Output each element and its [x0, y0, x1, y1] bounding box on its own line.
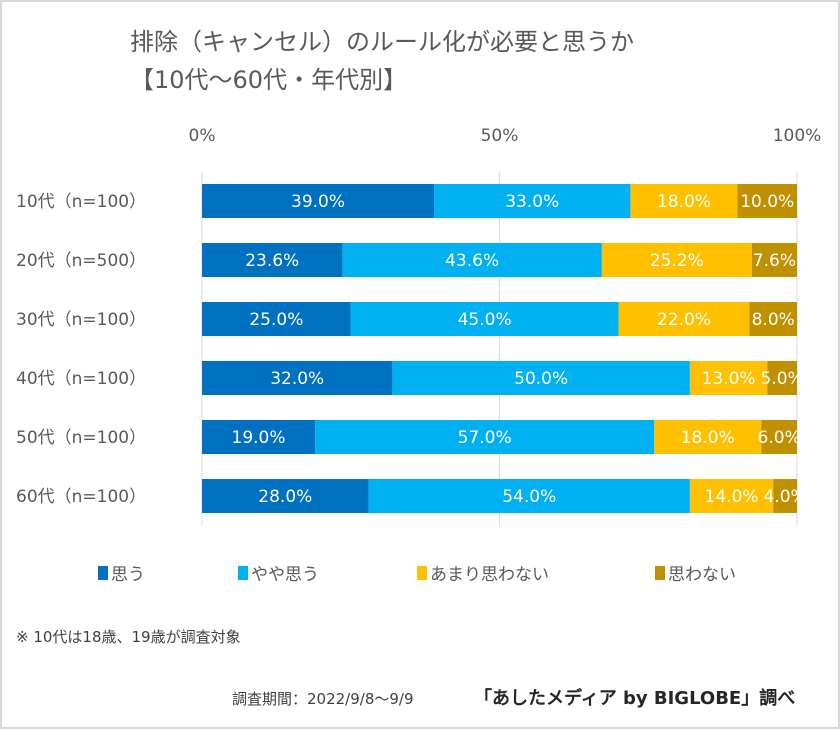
bar-segment: [767, 361, 797, 395]
data-label: 8.0%: [752, 310, 795, 330]
data-label: 19.0%: [232, 428, 286, 448]
legend-label: あまり思わない: [430, 565, 549, 585]
bar-segment: [202, 479, 369, 513]
legend-item: 思わない: [655, 560, 736, 585]
bar-segment: [202, 184, 435, 218]
data-label: 28.0%: [258, 487, 312, 507]
bar-segment: [202, 243, 343, 277]
x-tick-label: 0%: [189, 126, 216, 146]
x-tick-label: 100%: [773, 126, 822, 146]
bar-segment: [689, 361, 768, 395]
legend-item: 思う: [98, 560, 145, 585]
bar-segment: [350, 302, 619, 336]
legend-label: やや思う: [251, 565, 319, 585]
data-label: 33.0%: [505, 192, 559, 212]
legend-swatch: [238, 565, 248, 580]
legend: 思う やや思う あまり思わない 思わない: [0, 560, 840, 585]
data-label: 14.0%: [705, 487, 759, 507]
bar-segment: [202, 420, 316, 454]
data-label: 7.6%: [753, 251, 796, 271]
data-label: 5.0%: [761, 369, 804, 389]
data-label: 4.0%: [763, 487, 806, 507]
data-label: 6.0%: [758, 428, 801, 448]
legend-swatch: [417, 565, 427, 580]
bar-segment: [630, 184, 738, 218]
bar-segment: [434, 184, 631, 218]
bar-segment: [751, 243, 797, 277]
category-label: 50代（n=100）: [16, 428, 146, 448]
bar-segment: [368, 479, 690, 513]
bar-segment: [342, 243, 602, 277]
data-label: 25.2%: [650, 251, 704, 271]
data-label: 50.0%: [514, 369, 568, 389]
chart-title: 排除（キャンセル）のルール化が必要と思うか: [130, 28, 634, 56]
bar-segment: [689, 479, 774, 513]
bar-segment: [392, 361, 690, 395]
data-label: 32.0%: [270, 369, 324, 389]
data-label: 23.6%: [245, 251, 299, 271]
bar-segment: [761, 420, 797, 454]
bar-segment: [773, 479, 797, 513]
data-label: 39.0%: [291, 192, 345, 212]
legend-item: やや思う: [238, 560, 319, 585]
source-credit: 「あしたメディア by BIGLOBE」調べ: [474, 688, 796, 709]
bar-segment: [749, 302, 797, 336]
category-label: 10代（n=100）: [16, 192, 146, 212]
bar-segment: [202, 361, 393, 395]
bar-segment: [601, 243, 752, 277]
x-tick-label: 50%: [481, 126, 519, 146]
legend-swatch: [98, 565, 108, 580]
bar-segment: [202, 302, 351, 336]
category-label: 40代（n=100）: [16, 369, 146, 389]
bar-segment: [315, 420, 655, 454]
chart-subtitle: 【10代～60代・年代別】: [130, 66, 408, 94]
data-label: 22.0%: [657, 310, 711, 330]
data-label: 54.0%: [502, 487, 556, 507]
legend-swatch: [655, 565, 665, 580]
legend-item: あまり思わない: [417, 560, 549, 585]
legend-label: 思う: [111, 565, 145, 585]
data-label: 45.0%: [458, 310, 512, 330]
bar-segment: [737, 184, 797, 218]
data-label: 18.0%: [681, 428, 735, 448]
data-label: 10.0%: [740, 192, 794, 212]
survey-period: 調査期間：2022/9/8～9/9: [232, 690, 414, 708]
data-label: 43.6%: [445, 251, 499, 271]
category-label: 20代（n=500）: [16, 251, 146, 271]
data-label: 13.0%: [702, 369, 756, 389]
category-label: 30代（n=100）: [16, 310, 146, 330]
bar-segment: [654, 420, 762, 454]
data-label: 57.0%: [458, 428, 512, 448]
bar-segment: [618, 302, 750, 336]
data-label: 25.0%: [249, 310, 303, 330]
footnote: ※ 10代は18歳、19歳が調査対象: [16, 628, 241, 646]
legend-label: 思わない: [668, 565, 736, 585]
category-label: 60代（n=100）: [16, 487, 146, 507]
data-label: 18.0%: [657, 192, 711, 212]
